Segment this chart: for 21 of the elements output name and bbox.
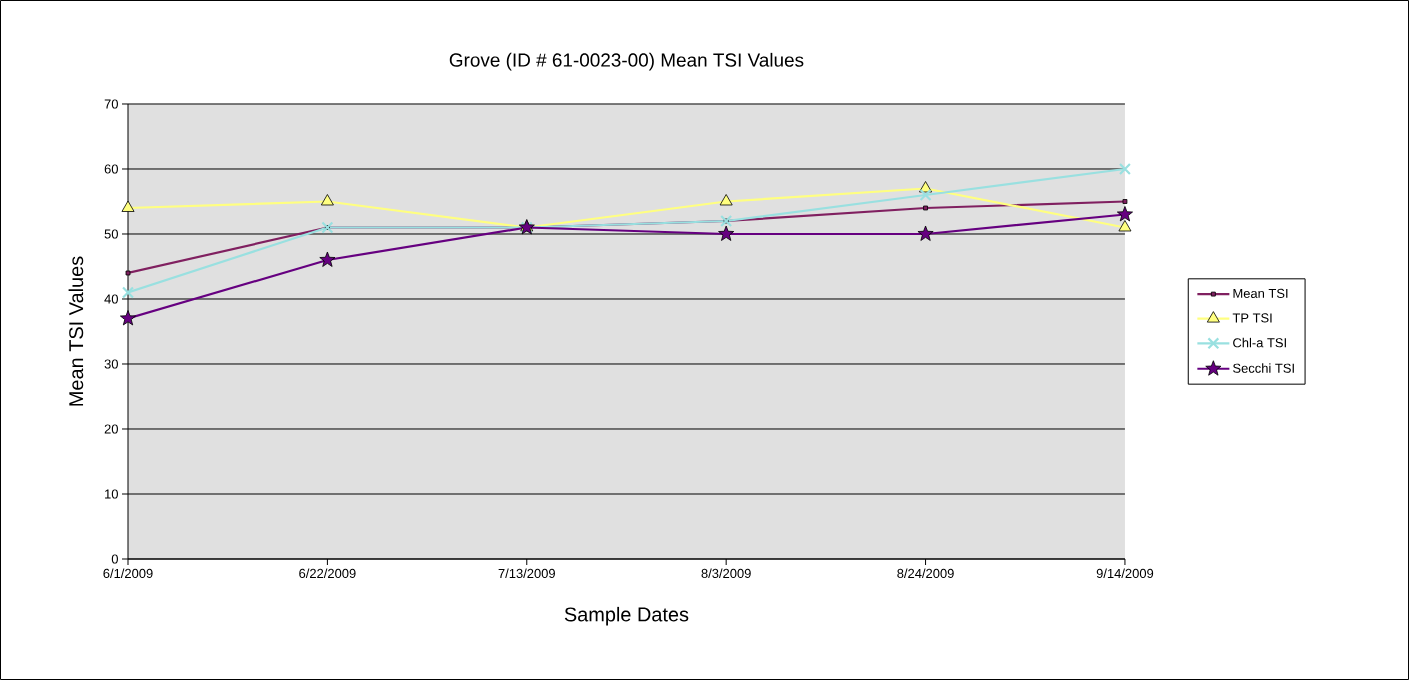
y-tick-label: 0	[111, 554, 118, 564]
x-tick-label: 9/14/2009	[1096, 568, 1154, 579]
x-tick-label: 6/1/2009	[103, 568, 153, 579]
legend-label: Chl-a TSI	[1233, 337, 1286, 348]
x-axis-title: Sample Dates	[564, 606, 689, 626]
y-tick-label: 40	[104, 294, 118, 304]
x-tick-label: 7/13/2009	[498, 568, 555, 579]
y-tick-label: 20	[104, 424, 118, 434]
chart-title: Grove (ID # 61-0023-00) Mean TSI Values	[449, 52, 804, 71]
y-tick-label: 10	[105, 489, 118, 499]
y-axis-title: Mean TSI Values	[68, 256, 84, 406]
y-tick-label: 70	[104, 99, 118, 109]
legend-label: Mean TSI	[1233, 288, 1288, 298]
legend-label: TP TSI	[1232, 313, 1272, 323]
x-tick-label: 8/3/2009	[701, 568, 751, 579]
x-tick-label: 8/24/2009	[897, 568, 954, 579]
x-tick-label: 6/22/2009	[299, 568, 356, 579]
y-tick-label: 50	[104, 229, 118, 239]
y-tick-label: 30	[104, 359, 118, 369]
y-tick-label: 60	[104, 164, 118, 174]
legend-label: Secchi TSI	[1233, 363, 1294, 373]
